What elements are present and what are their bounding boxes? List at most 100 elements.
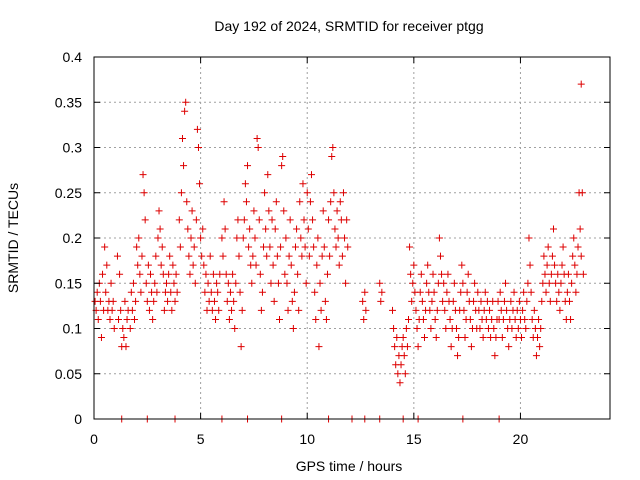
data-point [138, 252, 146, 260]
data-point [409, 279, 417, 287]
data-point [269, 261, 277, 269]
data-point [438, 270, 446, 278]
data-point [196, 180, 204, 188]
data-point [332, 243, 340, 251]
chart-title: Day 192 of 2024, SRMTID for receiver ptg… [214, 18, 483, 34]
data-point [331, 225, 339, 233]
data-point [403, 343, 411, 351]
data-point [133, 243, 141, 251]
data-point [136, 270, 144, 278]
data-point [142, 279, 150, 287]
data-point [361, 288, 369, 296]
data-point [492, 334, 500, 342]
data-point [359, 297, 367, 305]
data-point [441, 306, 449, 314]
data-point [122, 343, 130, 351]
data-point [263, 252, 271, 260]
data-point [514, 325, 522, 332]
data-point [439, 297, 447, 305]
data-point [216, 270, 224, 278]
data-point [567, 315, 575, 323]
data-point [502, 279, 510, 287]
data-point [157, 261, 165, 269]
data-point [121, 297, 129, 305]
data-point [248, 279, 256, 287]
data-point [360, 315, 368, 323]
data-point [316, 279, 324, 287]
data-point [281, 270, 289, 278]
data-point [408, 297, 416, 305]
data-point [279, 153, 287, 161]
data-point [333, 207, 341, 215]
data-point [170, 279, 178, 287]
data-point [326, 252, 334, 260]
data-point [436, 252, 444, 260]
data-point [173, 288, 181, 296]
data-point [306, 198, 314, 206]
data-point [152, 252, 160, 260]
data-point [249, 252, 257, 260]
data-point [508, 325, 516, 332]
data-point [532, 352, 540, 360]
data-point [219, 252, 227, 260]
data-point [132, 297, 140, 305]
data-point [524, 279, 532, 287]
data-point [342, 279, 350, 287]
data-point [477, 297, 485, 305]
data-point [536, 343, 544, 351]
data-point [260, 243, 268, 251]
data-point [557, 279, 565, 287]
data-point [579, 270, 587, 278]
data-point [284, 306, 292, 314]
data-point [507, 297, 515, 305]
data-point [323, 270, 331, 278]
data-point [103, 261, 111, 269]
data-point [156, 225, 164, 233]
data-point [289, 325, 297, 332]
data-point [400, 352, 408, 360]
data-point [162, 279, 170, 287]
x-axis-title: GPS time / hours [296, 458, 403, 474]
data-point [158, 243, 166, 251]
data-point [522, 325, 530, 332]
data-point [314, 234, 322, 242]
data-point [244, 162, 252, 170]
data-point [149, 315, 157, 323]
data-point [329, 144, 337, 151]
data-point [428, 297, 436, 305]
data-point [141, 216, 149, 224]
data-point [277, 243, 285, 251]
data-point [239, 234, 247, 242]
data-point [454, 352, 462, 360]
data-point [312, 315, 320, 323]
data-point [189, 261, 197, 269]
plot-frame [93, 56, 611, 420]
data-point [258, 288, 266, 296]
data-point [115, 315, 123, 323]
data-point [274, 279, 282, 287]
data-point [447, 343, 455, 351]
data-point [236, 288, 244, 296]
data-point [426, 306, 434, 314]
data-point [252, 261, 260, 269]
data-point [416, 288, 424, 296]
data-point [246, 225, 254, 233]
data-point [410, 261, 418, 269]
data-point [319, 207, 327, 215]
data-point [431, 315, 439, 323]
data-point [280, 207, 288, 215]
data-point [548, 252, 556, 260]
data-point [320, 243, 328, 251]
data-point [545, 279, 553, 287]
data-point [394, 370, 402, 378]
data-point [568, 279, 576, 287]
data-point [178, 134, 186, 142]
data-point [435, 234, 443, 242]
data-point [405, 315, 413, 323]
data-point [96, 297, 104, 305]
data-point [254, 144, 262, 151]
data-point [389, 306, 397, 314]
data-point [520, 288, 528, 296]
data-point [397, 361, 405, 369]
